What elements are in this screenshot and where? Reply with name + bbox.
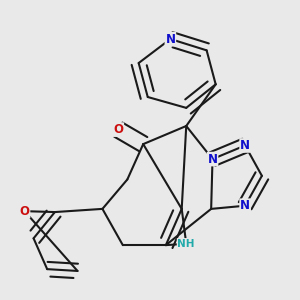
Text: NH: NH xyxy=(178,239,195,249)
Text: N: N xyxy=(240,139,250,152)
Text: N: N xyxy=(240,199,250,212)
Text: N: N xyxy=(165,32,176,46)
Text: N: N xyxy=(208,153,218,166)
Text: O: O xyxy=(20,205,29,218)
Text: O: O xyxy=(113,123,123,136)
